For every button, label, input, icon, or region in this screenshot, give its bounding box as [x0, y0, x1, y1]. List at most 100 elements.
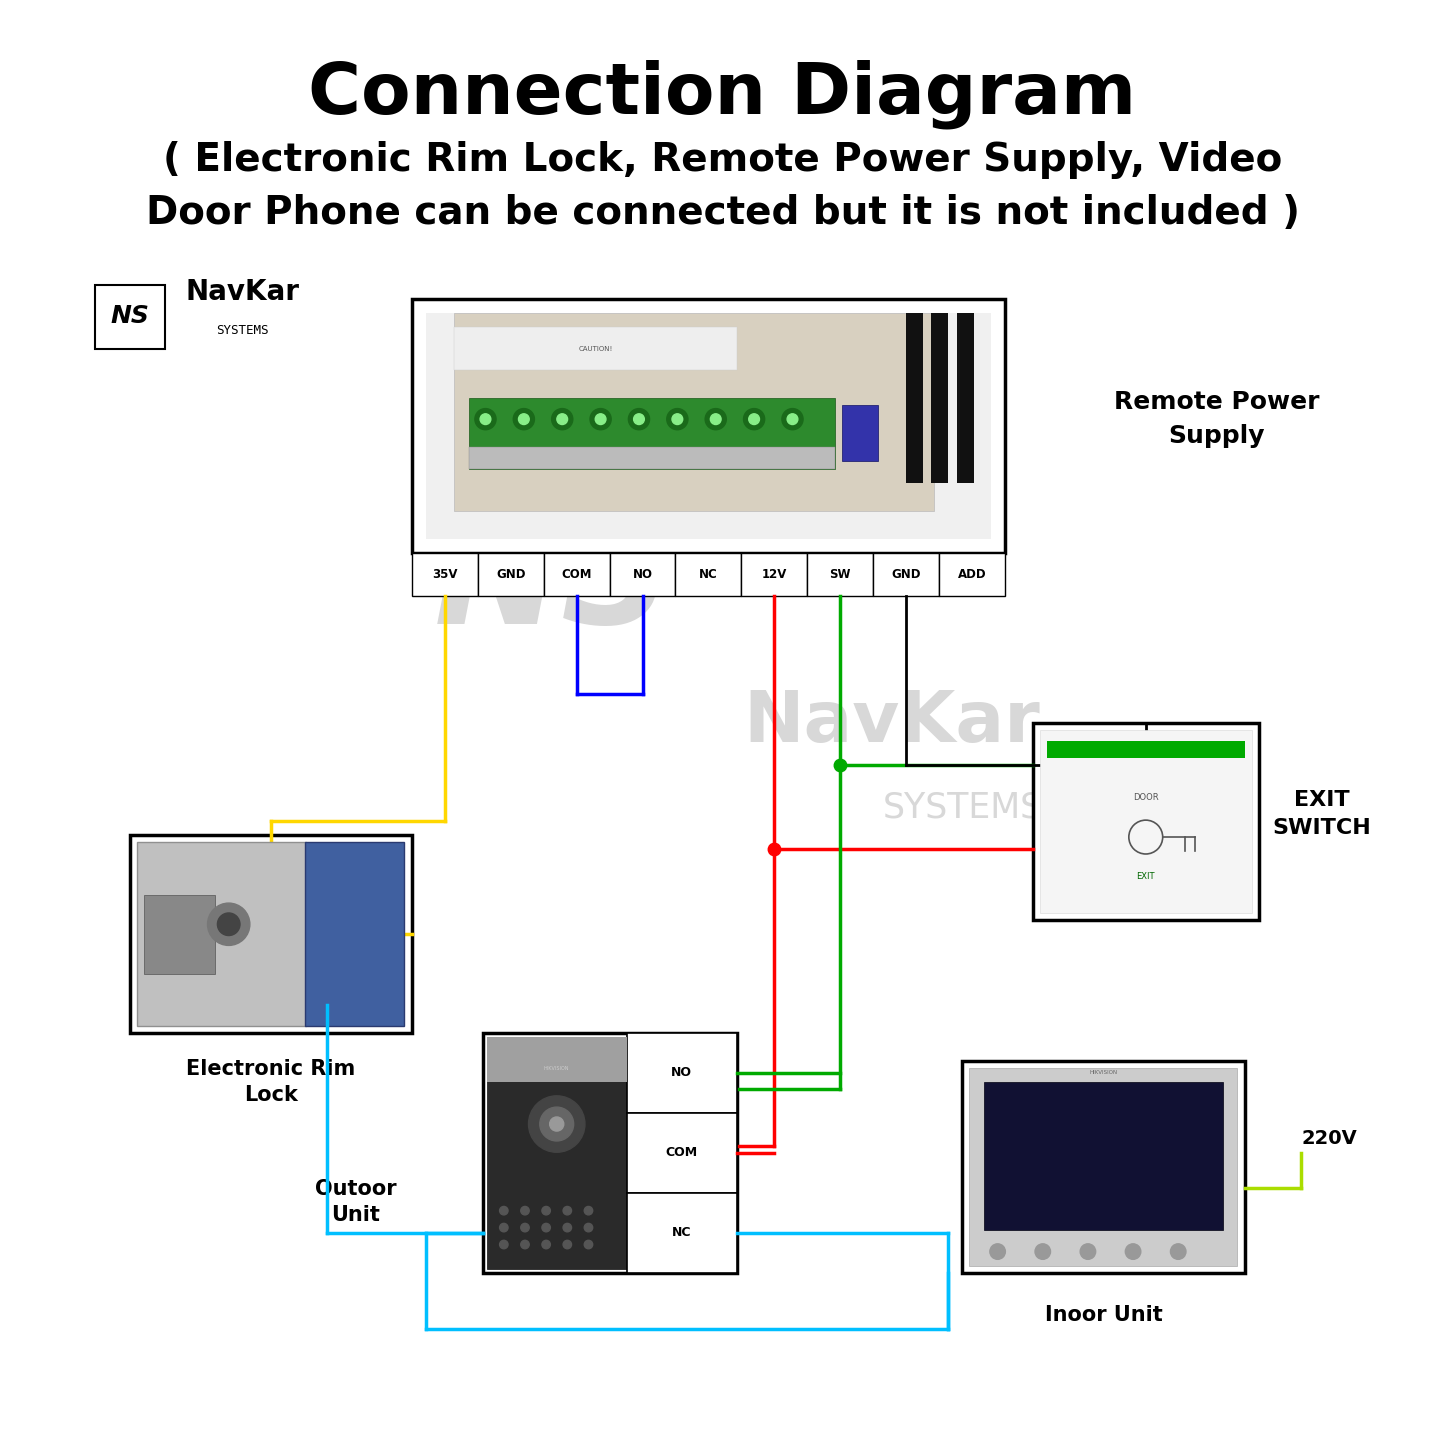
Text: EXIT: EXIT — [1137, 873, 1155, 881]
Text: HIKVISION: HIKVISION — [543, 1066, 569, 1071]
Text: NO: NO — [670, 1066, 692, 1079]
Bar — [412, 299, 1004, 553]
Circle shape — [629, 409, 650, 429]
Circle shape — [782, 409, 803, 429]
Circle shape — [595, 413, 605, 425]
Circle shape — [500, 1224, 509, 1231]
Text: Outoor
Unit: Outoor Unit — [315, 1179, 396, 1225]
Bar — [627, 1033, 737, 1113]
Bar — [468, 448, 835, 468]
Bar — [627, 1113, 737, 1192]
Circle shape — [542, 1240, 551, 1248]
Text: Inoor Unit: Inoor Unit — [1045, 1305, 1162, 1325]
Circle shape — [705, 409, 727, 429]
Circle shape — [556, 413, 568, 425]
Circle shape — [1035, 1244, 1051, 1260]
Text: ( Electronic Rim Lock, Remote Power Supply, Video
Door Phone can be connected bu: ( Electronic Rim Lock, Remote Power Supp… — [146, 140, 1299, 231]
Circle shape — [542, 1224, 551, 1231]
Bar — [487, 1038, 627, 1082]
Bar — [454, 328, 737, 370]
Bar — [962, 1061, 1244, 1273]
Circle shape — [672, 413, 682, 425]
Bar — [483, 1033, 737, 1273]
Text: GND: GND — [496, 568, 526, 581]
Text: Electronic Rim
Lock: Electronic Rim Lock — [186, 1059, 355, 1105]
Circle shape — [480, 413, 491, 425]
Circle shape — [475, 409, 496, 429]
Bar — [144, 894, 215, 974]
Text: SYSTEMS: SYSTEMS — [883, 790, 1042, 824]
Text: GND: GND — [892, 568, 920, 581]
Text: SYSTEMS: SYSTEMS — [217, 324, 269, 337]
Bar — [130, 835, 412, 1033]
Circle shape — [542, 1207, 551, 1215]
Circle shape — [520, 1240, 529, 1248]
Circle shape — [500, 1240, 509, 1248]
Bar — [970, 1068, 1237, 1266]
Circle shape — [564, 1224, 572, 1231]
Bar — [468, 397, 835, 468]
Bar — [487, 1038, 627, 1269]
Text: COM: COM — [666, 1146, 698, 1159]
Text: 220V: 220V — [1302, 1129, 1357, 1149]
Circle shape — [217, 913, 240, 935]
Bar — [1040, 730, 1251, 913]
Text: NO: NO — [633, 568, 653, 581]
Circle shape — [633, 413, 644, 425]
Circle shape — [1081, 1244, 1095, 1260]
Bar — [842, 405, 877, 461]
Circle shape — [564, 1207, 572, 1215]
Text: HIKVISION: HIKVISION — [1090, 1069, 1117, 1075]
Circle shape — [549, 1117, 564, 1131]
Bar — [412, 553, 478, 595]
Circle shape — [513, 409, 535, 429]
Text: NS: NS — [435, 507, 672, 656]
Bar — [1033, 722, 1259, 920]
Bar — [478, 553, 543, 595]
Bar — [808, 553, 873, 595]
Circle shape — [500, 1207, 509, 1215]
Bar — [957, 314, 974, 483]
Circle shape — [584, 1207, 592, 1215]
Circle shape — [552, 409, 572, 429]
Circle shape — [749, 413, 760, 425]
Bar — [305, 842, 403, 1026]
Bar — [95, 285, 165, 348]
Text: Connection Diagram: Connection Diagram — [308, 59, 1137, 130]
Text: 12V: 12V — [762, 568, 788, 581]
Text: SW: SW — [829, 568, 851, 581]
Text: NavKar: NavKar — [186, 279, 299, 306]
Circle shape — [584, 1224, 592, 1231]
Circle shape — [584, 1240, 592, 1248]
Circle shape — [529, 1095, 585, 1152]
Bar — [627, 1192, 737, 1273]
Text: COM: COM — [562, 568, 592, 581]
Bar — [932, 314, 948, 483]
Circle shape — [520, 1207, 529, 1215]
Text: ADD: ADD — [958, 568, 985, 581]
Bar — [454, 314, 933, 512]
Bar — [426, 314, 991, 539]
Bar — [906, 314, 923, 483]
Text: Remote Power
Supply: Remote Power Supply — [1114, 390, 1319, 448]
Circle shape — [540, 1107, 574, 1142]
Circle shape — [590, 409, 611, 429]
Bar — [984, 1082, 1224, 1230]
Circle shape — [711, 413, 721, 425]
Circle shape — [744, 409, 764, 429]
Circle shape — [1126, 1244, 1140, 1260]
Circle shape — [564, 1240, 572, 1248]
Circle shape — [519, 413, 529, 425]
Circle shape — [208, 903, 250, 945]
Circle shape — [788, 413, 798, 425]
Text: EXIT
SWITCH: EXIT SWITCH — [1273, 790, 1371, 838]
Circle shape — [666, 409, 688, 429]
Bar — [939, 553, 1004, 595]
Circle shape — [990, 1244, 1006, 1260]
Bar — [137, 842, 306, 1026]
Circle shape — [1170, 1244, 1186, 1260]
Circle shape — [520, 1224, 529, 1231]
Text: NC: NC — [699, 568, 718, 581]
Text: NC: NC — [672, 1227, 691, 1240]
Bar — [675, 553, 741, 595]
